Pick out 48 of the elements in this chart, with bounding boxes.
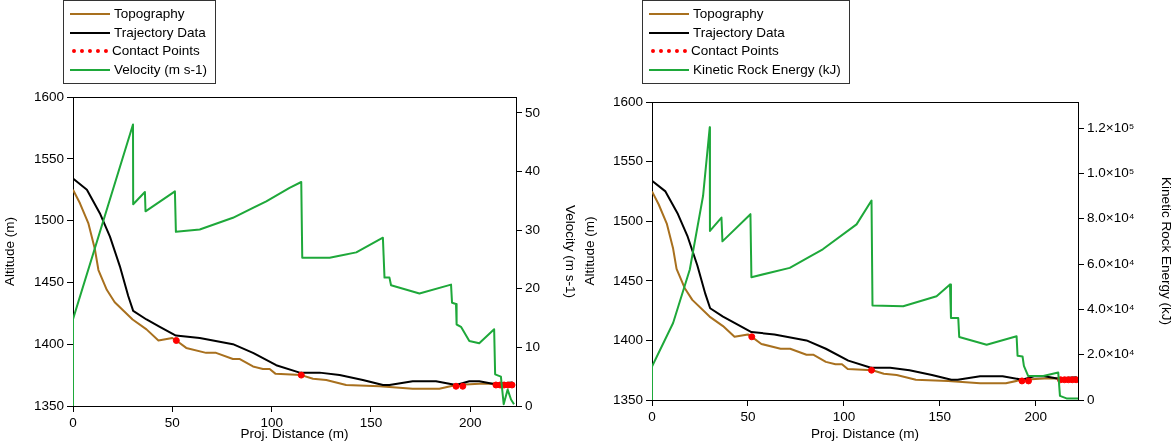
y2-tick-label: 50 (525, 104, 541, 120)
x-tick-label: 200 (1024, 408, 1048, 424)
y-tick-label: 1600 (612, 93, 643, 109)
y-axis-title: Altitude (m) (1, 216, 17, 287)
x-tick-label: 150 (359, 414, 383, 430)
x-tick-label: 100 (832, 408, 856, 424)
y-axis-title: Altitude (m) (581, 216, 597, 286)
y-tick-label: 1400 (33, 335, 64, 351)
y-tick-label: 1400 (612, 332, 643, 348)
x-tick-label: 150 (928, 408, 952, 424)
legend-label: Trajectory Data (114, 23, 206, 42)
y-tick-label: 1350 (33, 397, 64, 413)
x-tick-label: 50 (164, 414, 180, 430)
y-tick-label: 1450 (33, 274, 64, 290)
x-tick-label: 0 (648, 408, 656, 424)
x-tick-label: 200 (459, 414, 482, 430)
y2-tick-label: 6.0×10⁴ (1087, 255, 1135, 271)
y-tick-label: 1500 (33, 212, 64, 228)
y2-tick-label: 10 (525, 339, 541, 355)
y-tick-label: 1500 (612, 212, 643, 228)
y2-axis-title: Kinetic Rock Energy (kJ) (1159, 177, 1175, 325)
legend-label: Trajectory Data (693, 23, 785, 42)
legend-label: Kinetic Rock Energy (kJ) (693, 60, 841, 79)
x-axis-title: Proj. Distance (m) (810, 425, 920, 441)
y-tick-label: 1550 (612, 153, 643, 169)
x-tick-label: 0 (69, 414, 77, 430)
legend-label: Contact Points (691, 42, 779, 60)
y-tick-label: 1450 (612, 272, 643, 288)
legend-label: Topography (114, 5, 185, 23)
y2-tick-label: 2.0×10⁴ (1087, 346, 1135, 362)
y2-tick-label: 40 (525, 163, 541, 179)
y2-tick-label: 20 (525, 280, 541, 296)
y-tick-label: 1350 (612, 391, 643, 407)
y2-tick-label: 4.0×10⁴ (1087, 301, 1135, 317)
y2-tick-label: 0 (525, 397, 533, 413)
x-tick-label: 50 (740, 408, 756, 424)
y2-tick-label: 30 (525, 221, 541, 237)
y2-tick-label: 8.0×10⁴ (1087, 210, 1135, 226)
y2-tick-label: 1.2×10⁵ (1087, 119, 1135, 135)
y2-axis-title: Velocity (m s-1) (563, 204, 579, 299)
legend-label: Topography (693, 5, 764, 23)
legend-label: Contact Points (112, 42, 200, 60)
y-tick-label: 1600 (33, 88, 64, 104)
x-tick-label: 100 (260, 414, 283, 430)
y2-tick-label: 1.0×10⁵ (1087, 165, 1135, 181)
y2-tick-label: 0 (1087, 391, 1095, 407)
legend-label: Velocity (m s-1) (114, 60, 208, 79)
y-tick-label: 1550 (33, 150, 64, 166)
